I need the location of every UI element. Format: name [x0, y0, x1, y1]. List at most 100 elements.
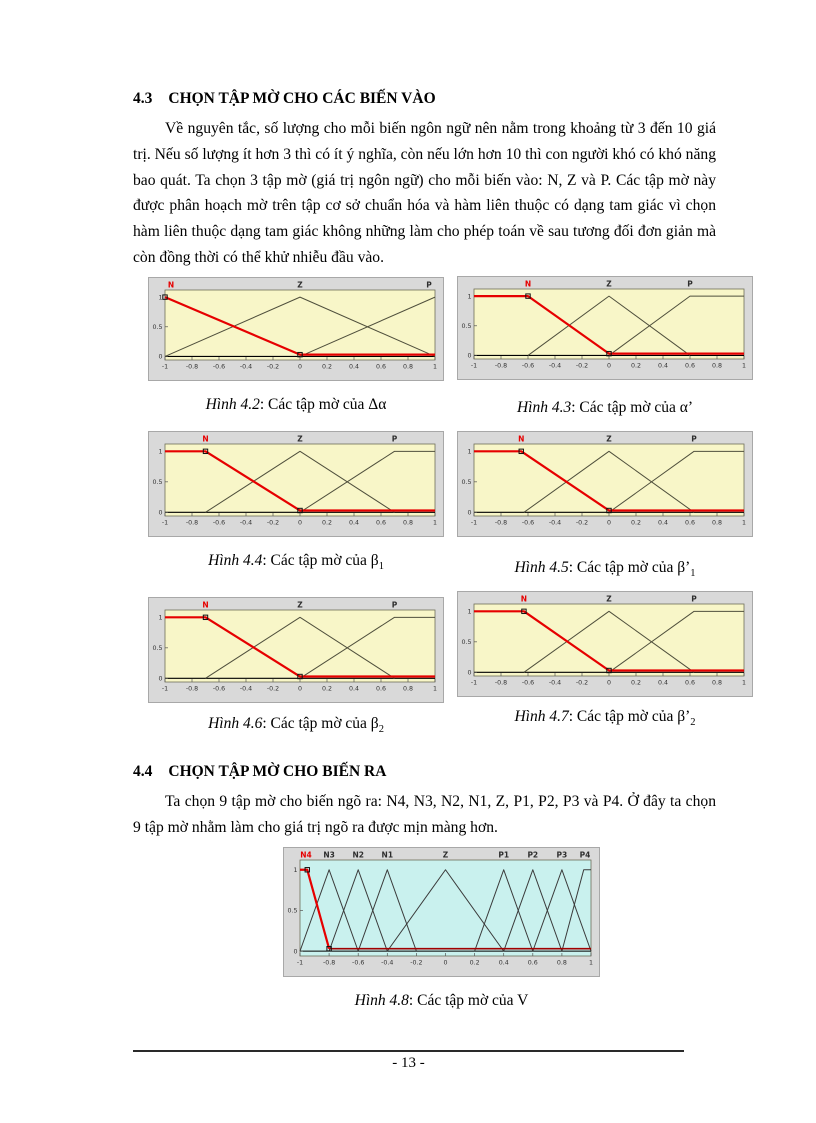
- svg-text:-0.6: -0.6: [213, 686, 225, 693]
- caption-label: Hình 4.7: [514, 708, 569, 725]
- svg-text:1: 1: [467, 609, 471, 616]
- svg-text:P: P: [392, 435, 398, 444]
- figure-4-6-caption: Hình 4.6: Các tập mờ của β2: [148, 714, 444, 740]
- svg-text:N: N: [202, 601, 208, 610]
- svg-text:0: 0: [158, 354, 162, 361]
- svg-text:0.2: 0.2: [322, 364, 332, 371]
- svg-text:Z: Z: [297, 281, 303, 290]
- svg-text:1: 1: [467, 449, 471, 456]
- svg-text:N2: N2: [352, 851, 364, 860]
- svg-text:-0.2: -0.2: [267, 364, 279, 371]
- svg-text:0.8: 0.8: [557, 960, 567, 967]
- svg-text:-0.4: -0.4: [381, 960, 393, 967]
- svg-text:0.4: 0.4: [658, 680, 668, 687]
- svg-text:0.4: 0.4: [349, 364, 359, 371]
- svg-text:-1: -1: [162, 686, 168, 693]
- svg-text:0.5: 0.5: [152, 645, 162, 652]
- svg-text:1: 1: [158, 449, 162, 456]
- svg-text:Z: Z: [297, 435, 303, 444]
- chart-4-8-membership-plot: -1 -0.8 -0.6 -0.4 -0.2 0 0.2 0.4 0.6 0.8 1 0 0.5 1 N3 N…: [283, 847, 600, 977]
- svg-text:1: 1: [433, 520, 437, 527]
- svg-text:-0.6: -0.6: [352, 960, 364, 967]
- svg-text:-1: -1: [471, 520, 477, 527]
- svg-text:-0.4: -0.4: [240, 686, 252, 693]
- caption-label: Hình 4.4: [208, 552, 263, 569]
- svg-text:1: 1: [433, 364, 437, 371]
- svg-text:0.8: 0.8: [403, 520, 413, 527]
- caption-subscript: 2: [378, 724, 384, 736]
- figure-4-7: -1 -0.8 -0.6 -0.4 -0.2 0 0.2 0.4 0.6 0.8 1 0 0.5 1 Z P N: [457, 591, 753, 697]
- caption-label: Hình 4.6: [208, 715, 263, 732]
- svg-text:0: 0: [467, 670, 471, 677]
- svg-text:0.8: 0.8: [403, 364, 413, 371]
- svg-text:P2: P2: [527, 851, 538, 860]
- caption-subscript: 1: [690, 568, 696, 580]
- figure-4-4-caption: Hình 4.4: Các tập mờ của β1: [148, 551, 444, 577]
- svg-text:-0.6: -0.6: [213, 520, 225, 527]
- svg-text:0: 0: [293, 948, 297, 955]
- section-4-3-paragraph: Về nguyên tắc, số lượng cho mỗi biến ngô…: [133, 120, 716, 266]
- svg-text:-0.6: -0.6: [522, 363, 534, 370]
- svg-text:0: 0: [298, 520, 302, 527]
- svg-text:-1: -1: [162, 364, 168, 371]
- svg-text:0.8: 0.8: [712, 363, 722, 370]
- caption-text: : Các tập mờ của α’: [571, 399, 693, 416]
- svg-text:-0.4: -0.4: [549, 520, 561, 527]
- svg-text:0.6: 0.6: [685, 363, 695, 370]
- svg-text:1: 1: [589, 960, 593, 967]
- svg-text:0.8: 0.8: [403, 686, 413, 693]
- svg-text:Z: Z: [297, 601, 303, 610]
- svg-text:0: 0: [467, 510, 471, 517]
- svg-text:0: 0: [607, 680, 611, 687]
- svg-text:N: N: [518, 435, 524, 444]
- svg-text:P1: P1: [498, 851, 509, 860]
- caption-subscript: 1: [378, 561, 384, 573]
- figure-4-5: -1 -0.8 -0.6 -0.4 -0.2 0 0.2 0.4 0.6 0.8 1 0 0.5 1 Z P N: [457, 431, 753, 537]
- svg-text:1: 1: [742, 680, 746, 687]
- svg-text:P: P: [687, 280, 693, 289]
- chart-4-3-membership-plot: -1 -0.8 -0.6 -0.4 -0.2 0 0.2 0.4 0.6 0.8 1 0 0.5 1 Z P N: [457, 276, 753, 380]
- figure-4-8: -1 -0.8 -0.6 -0.4 -0.2 0 0.2 0.4 0.6 0.8 1 0 0.5 1 N3 N…: [283, 847, 600, 977]
- section-4-4-paragraph: Ta chọn 9 tập mờ cho biến ngõ ra: N4, N3…: [133, 793, 716, 836]
- caption-label: Hình 4.2: [205, 396, 260, 413]
- svg-text:N: N: [168, 281, 174, 290]
- figure-4-2-caption: Hình 4.2: Các tập mờ của Δα: [148, 395, 444, 421]
- svg-text:0.2: 0.2: [470, 960, 480, 967]
- svg-text:0.2: 0.2: [631, 520, 641, 527]
- svg-text:0.6: 0.6: [376, 520, 386, 527]
- section-4-4-heading: 4.4 CHỌN TẬP MỜ CHO BIẾN RA: [133, 763, 386, 781]
- chart-4-2-membership-plot: -1 -0.8 -0.6 -0.4 -0.2 0 0.2 0.4 0.6 0.8 1 0 0.5 1 Z P N: [148, 277, 444, 381]
- section-number: 4.4: [133, 763, 153, 780]
- svg-text:-0.8: -0.8: [495, 520, 507, 527]
- svg-text:0: 0: [158, 510, 162, 517]
- caption-text: : Các tập mờ của β: [262, 552, 379, 569]
- section-title: CHỌN TẬP MỜ CHO BIẾN RA: [168, 763, 387, 780]
- svg-text:-0.8: -0.8: [323, 960, 335, 967]
- svg-text:0.5: 0.5: [461, 639, 471, 646]
- svg-text:0.4: 0.4: [499, 960, 509, 967]
- svg-text:N: N: [202, 435, 208, 444]
- svg-text:0.6: 0.6: [376, 686, 386, 693]
- svg-text:0.8: 0.8: [712, 680, 722, 687]
- svg-text:-0.8: -0.8: [495, 363, 507, 370]
- svg-text:0.2: 0.2: [631, 363, 641, 370]
- caption-text: : Các tập mờ của β’: [568, 708, 691, 725]
- chart-4-4-membership-plot: -1 -0.8 -0.6 -0.4 -0.2 0 0.2 0.4 0.6 0.8 1 0 0.5 1 Z P N: [148, 431, 444, 537]
- svg-text:0.6: 0.6: [376, 364, 386, 371]
- figure-4-2: -1 -0.8 -0.6 -0.4 -0.2 0 0.2 0.4 0.6 0.8 1 0 0.5 1 Z P N: [148, 277, 444, 381]
- svg-text:-0.6: -0.6: [522, 680, 534, 687]
- svg-text:1: 1: [742, 363, 746, 370]
- svg-text:P4: P4: [580, 851, 591, 860]
- svg-text:N: N: [525, 280, 531, 289]
- caption-text: : Các tập mờ của β’: [568, 559, 691, 576]
- svg-text:-0.2: -0.2: [576, 520, 588, 527]
- svg-text:-0.8: -0.8: [186, 520, 198, 527]
- svg-text:Z: Z: [606, 435, 612, 444]
- svg-text:0.5: 0.5: [152, 324, 162, 331]
- svg-text:-0.2: -0.2: [576, 363, 588, 370]
- svg-text:-1: -1: [471, 363, 477, 370]
- svg-text:1: 1: [158, 615, 162, 622]
- svg-text:Z: Z: [606, 280, 612, 289]
- svg-text:N3: N3: [323, 851, 335, 860]
